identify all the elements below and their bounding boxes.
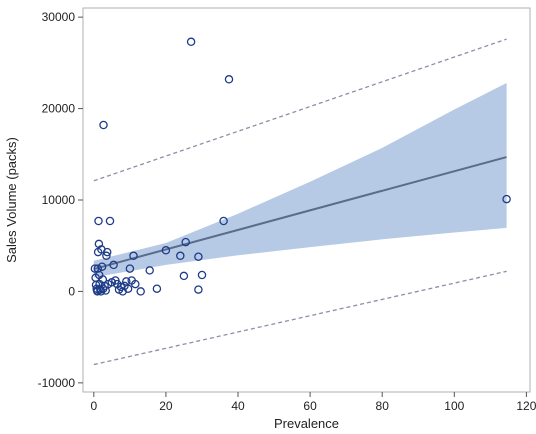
y-axis-label: Sales Volume (packs) [4, 137, 19, 263]
data-point [102, 251, 111, 261]
data-point [197, 270, 207, 280]
confidence-band [93, 83, 507, 278]
x-tick-label: 0 [90, 399, 97, 413]
x-tick-label: 120 [516, 399, 536, 413]
x-tick-label: 60 [303, 399, 317, 413]
x-tick-label: 100 [444, 399, 464, 413]
data-point [109, 260, 118, 270]
data-point [186, 37, 196, 47]
data-point [97, 262, 107, 271]
data-point [176, 251, 185, 261]
data-point [131, 279, 140, 289]
data-point [105, 216, 115, 226]
y-tick-label: 10000 [42, 193, 76, 207]
x-tick-label: 80 [376, 399, 390, 413]
data-point [152, 284, 162, 293]
data-point [136, 287, 145, 296]
y-tick-label: 20000 [42, 102, 76, 116]
data-point [219, 216, 228, 226]
x-axis-label: Prevalence [274, 416, 339, 431]
data-point [145, 266, 154, 275]
data-point [94, 216, 103, 226]
y-axis: -10000 0 10000 20000 30000 [38, 10, 83, 390]
x-tick-label: 40 [231, 399, 245, 413]
data-point [125, 264, 135, 273]
prediction-band-lower [93, 270, 507, 366]
data-point [181, 237, 190, 247]
data-point [194, 285, 203, 294]
data-point [129, 251, 138, 261]
y-tick-label: 0 [68, 284, 75, 298]
y-tick-label: -10000 [38, 376, 76, 390]
prediction-band-upper [93, 38, 507, 182]
bands-layer [93, 38, 507, 366]
data-point [102, 247, 112, 257]
data-point [123, 284, 133, 293]
y-tick-label: 30000 [42, 10, 76, 24]
data-point [99, 120, 108, 130]
data-point [161, 246, 171, 255]
x-tick-label: 20 [159, 399, 173, 413]
data-point [502, 194, 511, 204]
data-point [179, 271, 189, 281]
points-layer [90, 37, 511, 296]
data-point [194, 252, 203, 261]
data-point [224, 75, 234, 84]
x-axis: 0 20 40 60 80 100 120 [90, 392, 536, 413]
